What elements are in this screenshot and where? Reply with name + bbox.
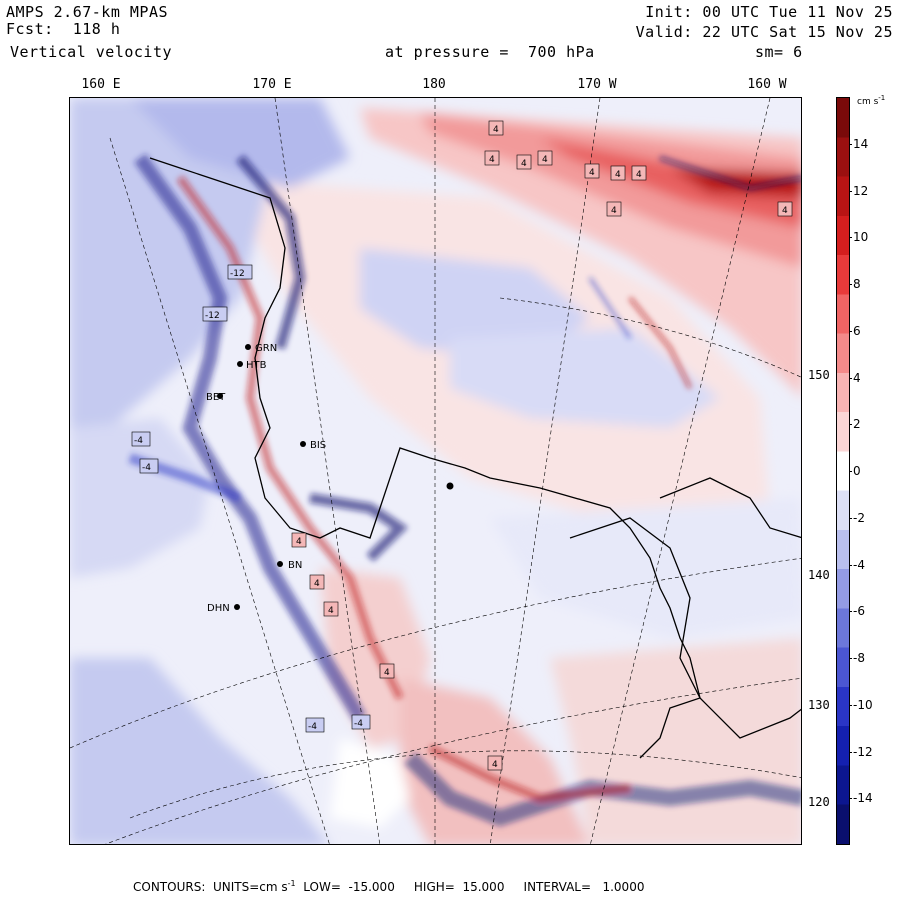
colorbar-tick-label: 0 [849,464,861,478]
high-label-box[interactable] [488,120,504,136]
low-label-box[interactable] [202,306,228,322]
forecast-hour: Fcst: 118 h [6,20,121,38]
station-dot-dhn[interactable] [234,604,240,610]
svg-text:4: 4 [314,579,320,589]
colorbar-tick-label: 8 [849,277,861,291]
colorbar-tick-label: -8 [849,651,865,665]
high-label-box[interactable] [487,755,503,771]
model-title: AMPS 2.67-km MPAS [6,3,169,21]
high-label-box[interactable] [584,163,600,179]
svg-text:-4: -4 [354,719,363,729]
high-label-box[interactable] [484,150,500,166]
svg-text:4: 4 [521,159,527,169]
svg-text:-12: -12 [230,269,245,279]
station-dot-east[interactable] [446,482,454,490]
vertical-velocity-map[interactable]: BIS GRN HTB BET BN DHN 4 4 4 4 4 4 4 4 4… [69,97,802,845]
high-label-box[interactable] [323,601,339,617]
colorbar-tick-label: -6 [849,604,865,619]
svg-text:-4: -4 [142,463,151,473]
low-extrema-labels: -4 -4 -12 -12 -4 -4 [131,264,371,733]
svg-text:4: 4 [589,168,595,178]
low-label-box[interactable] [351,714,371,730]
low-label-box[interactable] [227,264,253,280]
svg-text:-4: -4 [134,436,143,446]
colorbar-tick-label: 12 [848,183,869,198]
station-dot-bet[interactable] [217,393,223,399]
field-name: Vertical velocity [10,43,173,61]
station-dot-htb[interactable] [237,361,243,367]
high-label-box[interactable] [379,663,395,679]
low-label-box[interactable] [305,717,325,733]
lon-label-160w: 160 W [747,77,787,92]
high-label-box[interactable] [606,201,622,217]
svg-text:4: 4 [611,206,617,216]
svg-text:4: 4 [328,606,334,616]
low-label-box[interactable] [139,458,159,474]
svg-text:4: 4 [489,155,495,165]
high-label-box[interactable] [309,574,325,590]
lon-label-160e: 160 E [81,77,121,92]
svg-text:-12: -12 [205,311,220,321]
high-extrema-labels: 4 4 4 4 4 4 4 4 4 4 4 4 4 4 [291,120,793,771]
station-label-bis: BIS [310,440,326,451]
pressure-level: at pressure = 700 hPa [385,43,595,61]
colorbar [836,97,850,845]
colorbar-tick-label: 14 [848,136,869,151]
colorbar-tick-label: -4 [849,557,865,572]
contour-info-footer: CONTOURS: UNITS=cm s-1 LOW= -15.000 HIGH… [133,879,645,894]
station-label-grn: GRN [255,343,277,354]
colorbar-tick-label: -2 [849,510,865,525]
stations: BIS GRN HTB BET BN DHN [206,343,454,614]
colorbar-tick-label: -10 [849,697,873,712]
station-label-htb: HTB [246,360,267,371]
colorbar-tick-label: 2 [849,417,861,432]
station-label-bn: BN [288,560,302,571]
station-dot-bis[interactable] [300,441,306,447]
svg-text:4: 4 [493,125,499,135]
high-label-box[interactable] [291,532,307,548]
coastline [149,157,801,759]
lon-label-180: 180 [422,77,446,92]
colorbar-tick-label: -12 [849,744,873,759]
lon-label-170w: 170 W [577,77,617,92]
high-label-box[interactable] [516,154,532,170]
station-label-dhn: DHN [207,603,230,614]
colorbar-tick-label: -14 [849,791,873,806]
colorbar-units: cm s-1 [857,94,886,107]
map-canvas: BIS GRN HTB BET BN DHN 4 4 4 4 4 4 4 4 4… [70,98,801,844]
station-label-bet: BET [206,392,226,403]
svg-text:4: 4 [296,537,302,547]
init-time: Init: 00 UTC Tue 11 Nov 25 [645,3,893,21]
smoothing-value: sm= 6 [755,43,803,61]
colorbar-tick-label: 4 [849,370,861,385]
lon-label-170e: 170 E [252,77,292,92]
low-label-box[interactable] [131,431,151,447]
svg-text:4: 4 [492,760,498,770]
colorbar-tick-label: 6 [849,323,861,338]
high-label-box[interactable] [537,150,553,166]
colorbar-tick-label: 10 [848,230,869,245]
valid-time: Valid: 22 UTC Sat 15 Nov 25 [635,23,893,41]
high-label-box[interactable] [777,201,793,217]
station-dot-grn[interactable] [245,344,251,350]
svg-text:4: 4 [542,155,548,165]
svg-text:4: 4 [636,170,642,180]
svg-text:4: 4 [384,668,390,678]
high-label-box[interactable] [631,165,647,181]
station-dot-bn[interactable] [277,561,283,567]
svg-text:4: 4 [782,206,788,216]
svg-text:-4: -4 [308,722,317,732]
svg-text:4: 4 [615,170,621,180]
high-label-box[interactable] [610,165,626,181]
